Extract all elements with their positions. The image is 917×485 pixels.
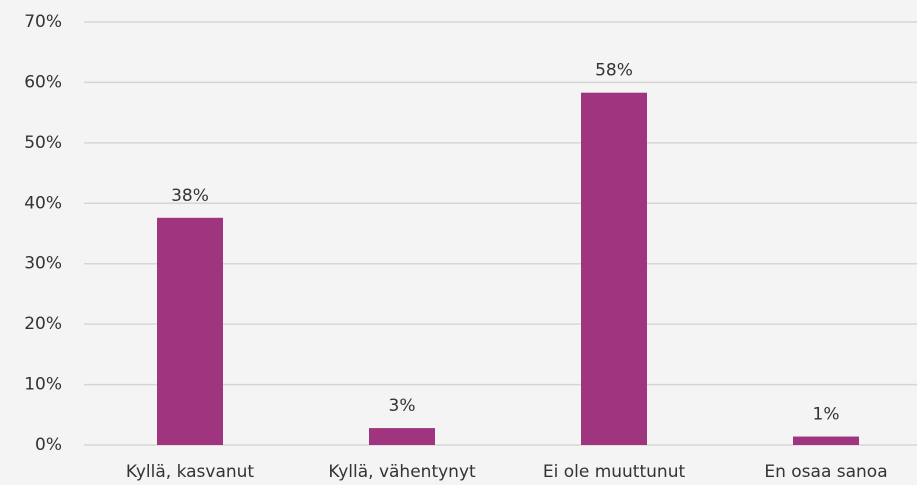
y-tick-label: 50% xyxy=(24,133,62,153)
x-tick-label: Ei ole muuttunut xyxy=(543,462,686,482)
y-tick-label: 40% xyxy=(24,193,62,213)
data-label: 58% xyxy=(595,61,633,81)
bar xyxy=(581,92,647,446)
x-tick-label: Kyllä, kasvanut xyxy=(126,462,254,482)
data-label: 1% xyxy=(813,405,840,425)
y-tick-label: 30% xyxy=(24,254,62,274)
bar xyxy=(793,436,859,445)
y-tick-label: 0% xyxy=(35,435,62,455)
bar xyxy=(157,217,223,445)
y-tick-label: 70% xyxy=(24,12,62,32)
data-label: 3% xyxy=(389,396,416,416)
data-label: 38% xyxy=(171,186,209,206)
y-tick-label: 20% xyxy=(24,314,62,334)
y-tick-label: 10% xyxy=(24,375,62,395)
y-tick-label: 60% xyxy=(24,72,62,92)
x-tick-label: En osaa sanoa xyxy=(764,462,887,482)
x-tick-label: Kyllä, vähentynyt xyxy=(328,462,476,482)
bar xyxy=(369,428,435,445)
